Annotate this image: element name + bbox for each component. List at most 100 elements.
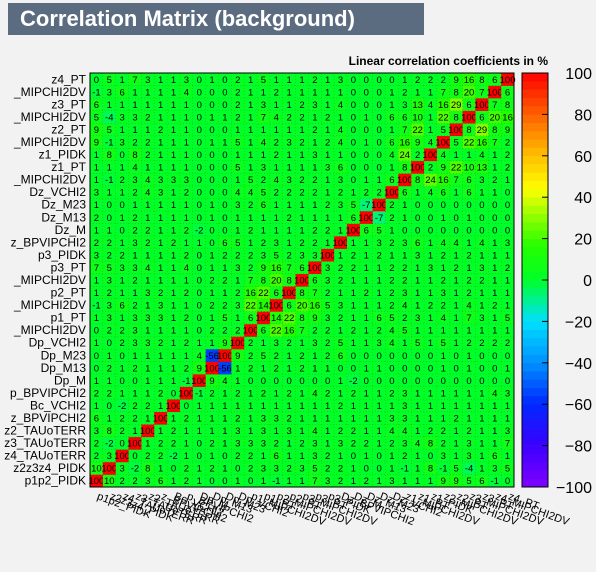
cell-value: 1 [171,250,176,261]
heatmap-cell [308,311,322,325]
heatmap-cell [449,160,463,174]
heatmap-cell [475,424,489,438]
heatmap-cell [179,336,194,350]
heatmap-cell [295,474,309,488]
heatmap-cell [102,223,116,237]
cell-value: 2 [389,301,394,312]
cell-value: 1 [479,188,484,199]
cell-value: 1 [428,125,433,136]
heatmap-cell [282,349,296,362]
heatmap-cell [475,248,489,262]
heatmap-cell [257,336,271,350]
heatmap-cell [449,411,463,425]
cell-value: 7 [466,313,471,324]
cell-value: 2 [351,326,356,337]
cell-value: 0 [389,376,394,387]
cell-value: 16 [464,75,475,86]
y-tick-label: _MIPCHI2DV [13,110,86,124]
heatmap-cell [385,98,399,111]
colorbar-segment [522,255,548,264]
heatmap-cell [218,110,232,124]
cell-value: 6 [466,100,471,111]
heatmap-cell [488,349,502,362]
heatmap-cell [141,298,155,312]
heatmap-cell [192,311,206,325]
heatmap-cell [321,286,335,300]
heatmap-cell [346,298,361,312]
cell-value: 1 [287,451,292,462]
cell-value: 0 [119,225,124,236]
heatmap-cell [295,248,309,262]
cell-value: 5 [235,163,240,174]
cell-value: 1 [171,288,176,299]
heatmap-cell [411,98,425,111]
heatmap-cell [282,449,296,463]
cell-value: 0 [351,125,356,136]
cell-value: 1 [299,388,304,399]
heatmap-cell [334,424,348,438]
heatmap-cell [257,173,271,187]
heatmap-cell [154,198,168,212]
heatmap-cell [205,298,219,312]
heatmap-cell [436,449,451,463]
cell-value: 1 [94,288,99,299]
heatmap-cell [192,98,206,111]
cell-value: 2 [466,426,471,437]
heatmap-cell [359,298,373,312]
cell-value: 2 [454,414,459,425]
cell-value: 7 [454,175,459,186]
heatmap-cell [102,386,116,400]
heatmap-cell [115,361,129,375]
heatmap-cell [90,411,104,425]
cell-value: 2 [325,225,330,236]
heatmap-cell [90,449,104,463]
heatmap-cell [90,211,104,224]
cell-value: 2 [505,338,510,349]
cell-value: 9 [454,476,459,487]
cell-value: 7 [248,276,253,287]
heatmap-cell [154,261,168,275]
heatmap-cell [424,273,438,287]
heatmap-cell [115,323,129,337]
cell-value: 16 [502,112,513,123]
cell-value: 2 [287,388,292,399]
heatmap-cell [167,323,181,337]
heatmap-cell [424,160,438,174]
cell-value: 3 [389,476,394,487]
heatmap-cell [424,298,438,312]
cell-value: 2 [184,288,189,299]
heatmap-cell [244,261,258,275]
cell-value: 1 [376,175,381,186]
heatmap-cell [398,411,412,425]
cell-value: 1 [492,188,497,199]
heatmap-cell [501,98,515,111]
cell-value: 9 [94,125,99,136]
heatmap-cell [321,110,335,124]
heatmap-cell [424,399,438,413]
heatmap-cell [205,311,219,325]
heatmap-cell [154,236,168,249]
cell-value: 1 [94,200,99,211]
heatmap-cell [475,461,489,475]
cell-value: 1 [325,426,330,437]
colorbar-segment [522,453,548,463]
cell-value: 1 [261,150,266,161]
cell-value: 1 [197,338,202,349]
cell-value: 0 [222,200,227,211]
heatmap-cell [385,374,399,387]
cell-value: 0 [454,200,459,211]
heatmap-cell [141,474,155,488]
cell-value: 5 [466,476,471,487]
cell-value: 8 [479,75,484,86]
cell-value: 1 [505,414,510,425]
cell-value: 1 [222,464,227,475]
heatmap-cell [205,261,219,275]
cell-value: 4 [402,426,407,437]
cell-value: 1 [402,200,407,211]
heatmap-cell [154,123,168,137]
heatmap-cell [141,336,155,350]
heatmap-cell [346,160,361,174]
heatmap-cell [102,436,116,450]
heatmap-cell [449,148,463,162]
cell-value: 0 [505,200,510,211]
